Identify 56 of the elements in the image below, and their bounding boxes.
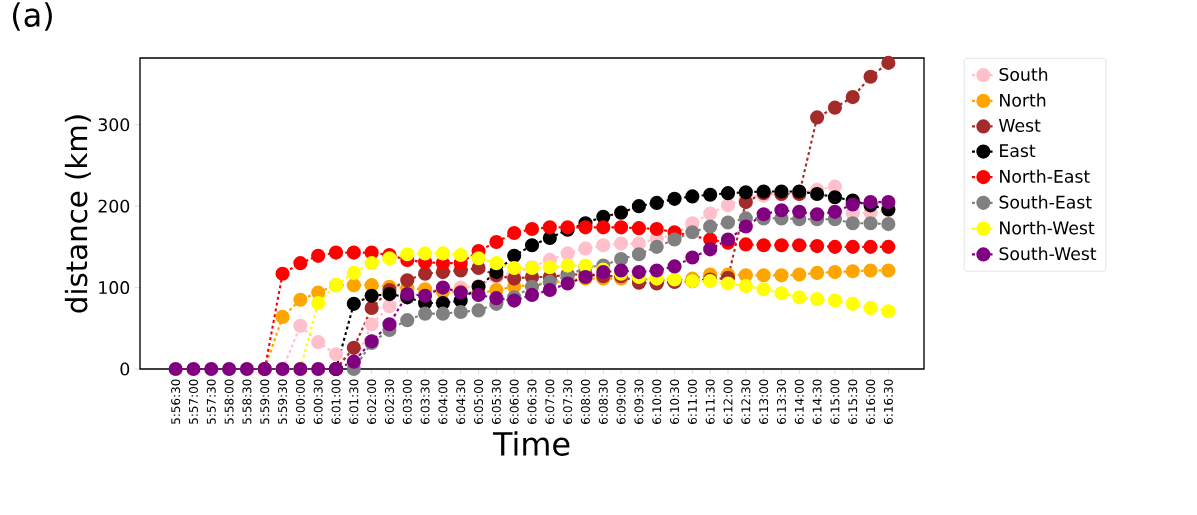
y-tick-label: 100	[99, 281, 130, 295]
x-tick-label: 5:56:30	[171, 379, 181, 424]
x-tick-label: 6:13:30	[776, 379, 786, 424]
x-tick-label: 6:03:30	[420, 379, 430, 424]
x-tick-label: 5:58:00	[224, 379, 234, 424]
x-tick-label: 6:11:30	[705, 379, 715, 424]
x-tick-label: 6:09:00	[616, 379, 626, 424]
x-tick-label: 6:07:00	[545, 379, 555, 424]
x-tick-label: 6:12:00	[723, 379, 733, 424]
legend-label: South	[999, 67, 1048, 81]
text: (a)	[12, 2, 52, 31]
x-tick-label: 6:01:00	[331, 379, 341, 424]
x-tick-label: 6:00:30	[313, 379, 323, 424]
x-tick-label: 5:57:00	[188, 379, 198, 424]
x-tick-label: 6:13:00	[759, 379, 769, 424]
y-tick-label: 200	[98, 199, 130, 213]
x-tick-label: 6:15:00	[830, 379, 840, 424]
x-tick-label: 6:09:30	[634, 379, 644, 424]
x-tick-label: 5:59:30	[278, 379, 288, 424]
x-tick-label: 6:14:00	[794, 379, 804, 424]
x-tick-label: 6:02:30	[384, 379, 394, 424]
x-tick-label: 6:08:30	[598, 379, 608, 424]
x-tick-label: 6:10:30	[670, 379, 680, 424]
legend-label: West	[998, 119, 1041, 132]
x-tick-label: 6:16:30	[883, 379, 893, 424]
x-tick-label: 6:15:30	[848, 379, 858, 424]
legend-label: North-West	[1000, 221, 1095, 235]
x-tick-label: 6:08:00	[580, 379, 590, 424]
x-tick-label: 6:12:30	[741, 379, 751, 424]
x-tick-label: 6:06:30	[527, 379, 537, 424]
x-tick-label: 6:05:30	[491, 379, 501, 424]
x-tick-label: 6:03:00	[402, 379, 412, 424]
x-axis-title: Time	[492, 431, 570, 456]
x-tick-label: 6:10:00	[652, 379, 662, 424]
x-tick-label: 6:06:00	[509, 379, 519, 424]
x-tick-label: 6:02:00	[367, 379, 377, 424]
legend-label: East	[1000, 144, 1036, 158]
y-tick-label: 0	[120, 362, 130, 376]
x-tick-label: 6:16:00	[866, 379, 876, 424]
x-tick-label: 6:05:00	[474, 379, 484, 424]
x-tick-label: 6:04:30	[456, 379, 466, 424]
y-tick-label: 300	[98, 118, 130, 132]
legend-label: South-West	[999, 246, 1097, 261]
x-tick-label: 5:58:30	[242, 379, 252, 424]
legend-label: North	[1000, 93, 1046, 107]
x-tick-label: 6:04:00	[438, 379, 448, 424]
legend-label: South-East	[999, 195, 1092, 209]
x-tick-label: 6:07:30	[563, 379, 573, 424]
x-tick-label: 5:59:00	[260, 379, 270, 424]
x-tick-label: 6:01:30	[349, 379, 359, 424]
legend-label: North-East	[1000, 169, 1090, 183]
x-tick-label: 6:00:00	[295, 379, 305, 424]
x-tick-label: 5:57:30	[206, 379, 216, 424]
y-axis-title: distance (km)	[64, 115, 91, 313]
x-tick-label: 6:14:30	[812, 379, 822, 424]
x-tick-label: 6:11:00	[687, 379, 697, 424]
